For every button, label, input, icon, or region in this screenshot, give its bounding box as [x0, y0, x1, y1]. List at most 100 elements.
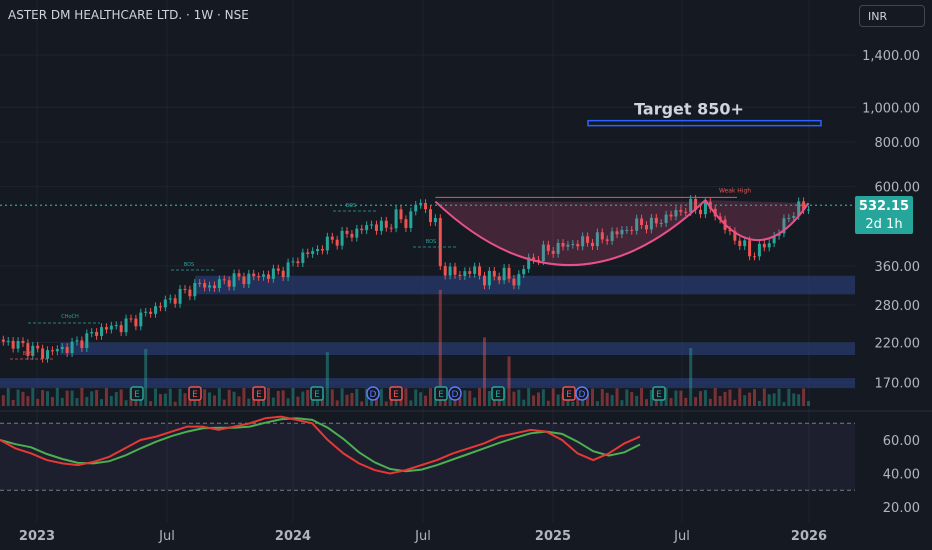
candle-body [21, 341, 25, 344]
bos-label: BOS [184, 262, 194, 268]
volume-bar [757, 400, 761, 406]
candle-body [478, 266, 482, 276]
volume-bar [414, 389, 418, 406]
volume-bar [536, 392, 540, 406]
event-marker-e [434, 386, 448, 401]
candle-body [684, 211, 688, 213]
candle-body [80, 340, 84, 349]
candle-body [576, 243, 580, 247]
event-marker-label: E [314, 390, 320, 400]
candle-body [173, 298, 177, 304]
volume-bar [458, 398, 462, 406]
y-tick-label: 220.00 [875, 337, 921, 352]
candle-body [782, 218, 786, 234]
volume-bar [689, 348, 693, 406]
volume-bar [212, 395, 216, 406]
candle-body [733, 231, 737, 241]
volume-bar [355, 388, 359, 406]
candle-body [600, 232, 604, 240]
y-tick-label: 360.00 [875, 260, 921, 275]
event-marker-e [188, 386, 202, 401]
volume-bar [384, 401, 388, 406]
volume-bar [708, 398, 712, 406]
candle-body [70, 341, 74, 353]
candle-body [566, 244, 570, 247]
candle-body [757, 243, 761, 257]
candle-body [281, 270, 285, 278]
volume-bar [85, 396, 89, 406]
candle-body [492, 270, 496, 277]
x-tick-label: 2026 [791, 529, 827, 544]
candle-body [581, 236, 585, 247]
volume-bar [517, 389, 521, 406]
volume-bar [203, 389, 207, 406]
axes: 1,400.00 1,000.00 800.00 600.00 360.00 280.00… [0, 49, 932, 544]
x-tick-label: Jul [673, 529, 690, 544]
candle-body [271, 268, 275, 279]
volume-bar [60, 397, 64, 406]
candle-body [350, 233, 354, 238]
volume-bar [625, 389, 629, 406]
event-marker-label: E [566, 390, 572, 400]
volume-bar [733, 399, 737, 406]
candle-body [532, 257, 536, 260]
volume-bar [124, 400, 128, 406]
candle-body [65, 346, 69, 353]
volume-bar [743, 395, 747, 406]
candle-body [527, 257, 531, 269]
volume-bar [21, 391, 25, 406]
volume-bar [90, 391, 94, 406]
candle-body [6, 340, 10, 342]
rsi-y-tick-label: 60.00 [883, 434, 920, 449]
volume-bar [748, 392, 752, 406]
candle-body [311, 251, 315, 254]
candle-body [11, 340, 15, 349]
volume-bar [247, 398, 251, 406]
volume-bar [325, 352, 329, 406]
volume-bar [556, 394, 560, 406]
volume-bar [109, 395, 113, 406]
x-tick-label: 2025 [535, 529, 571, 544]
candle-body [561, 243, 565, 247]
y-tick-label: 1,000.00 [862, 101, 920, 116]
candle-body [355, 228, 359, 238]
candle-body [659, 223, 663, 225]
candle-body [95, 331, 99, 336]
currency-selector[interactable]: INR [859, 5, 925, 27]
candle-body [212, 285, 216, 289]
volume-bar [11, 399, 15, 406]
volume-bar [16, 389, 20, 406]
volume-bar [276, 390, 280, 406]
volume-bar [703, 390, 707, 406]
candle-body [438, 218, 442, 267]
candle-body [448, 266, 452, 276]
volume-bar [782, 401, 786, 406]
candle-body [546, 244, 550, 251]
candle-body [100, 327, 104, 336]
event-marker-d [448, 386, 462, 401]
event-marker-label: D [370, 390, 377, 400]
volume-bar [438, 289, 442, 406]
support-zone [60, 342, 855, 356]
volume-bar [659, 396, 663, 406]
candle-body [325, 236, 329, 251]
candle-body [595, 232, 599, 247]
candle-body [644, 225, 648, 230]
volume-bar [532, 395, 536, 406]
countdown-label: 2d 1h [865, 217, 902, 232]
volume-bar [424, 395, 428, 406]
candle-body [556, 243, 560, 254]
handle-outline [704, 199, 810, 241]
volume-bar [787, 388, 791, 406]
candle-body [807, 209, 811, 211]
candle-body [247, 273, 251, 285]
candle-body [360, 228, 364, 231]
volume-bar [664, 388, 668, 406]
volume-bar [36, 398, 40, 406]
volume-bar [512, 391, 516, 406]
candle-body [424, 203, 428, 210]
candle-body [615, 231, 619, 235]
candle-body [26, 343, 30, 356]
candle-body [222, 279, 226, 281]
